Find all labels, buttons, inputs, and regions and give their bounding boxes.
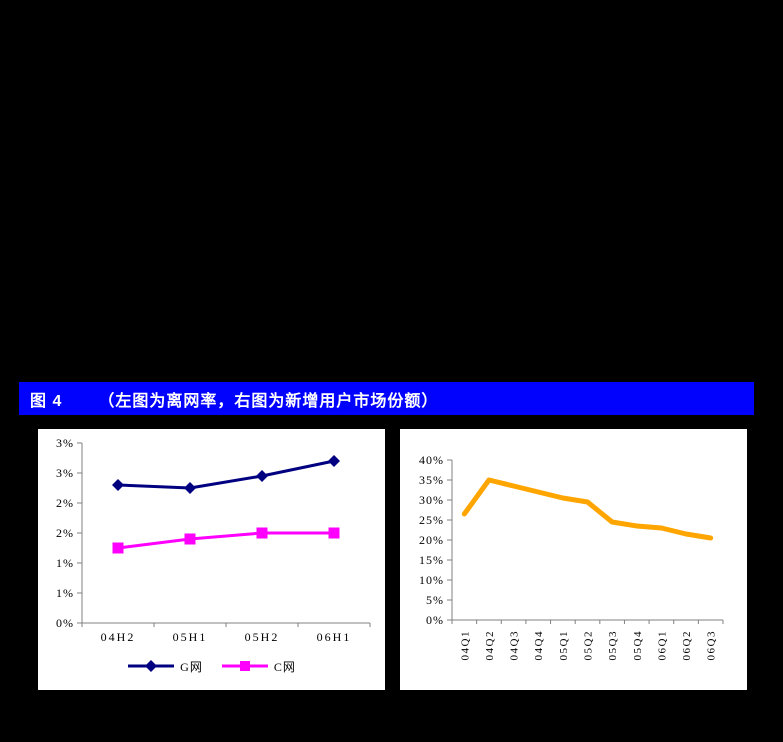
- x-category-label: 05Q2: [583, 630, 595, 660]
- y-tick-label: 15%: [419, 553, 444, 567]
- right-chart-panel: 0% 5% 10% 15% 20% 25% 30% 35% 40% 04Q1 04Q2 04Q3 04Q…: [400, 429, 747, 690]
- x-category-label: 06Q3: [706, 630, 718, 660]
- square-marker: [112, 542, 124, 554]
- x-category-label: 04Q1: [459, 630, 471, 660]
- figure-title: （左图为离网率，右图为新增用户市场份额）: [98, 392, 439, 410]
- x-category-label: 06Q1: [656, 630, 668, 660]
- y-tick-label: 0%: [426, 613, 444, 627]
- new-subscriber-share-line-chart: 0% 5% 10% 15% 20% 25% 30% 35% 40% 04Q1 04Q2 04Q3 04Q…: [419, 453, 724, 660]
- series-line-新增用户市场份额: [461, 477, 714, 541]
- y-tick-label: 3%: [56, 436, 74, 450]
- diamond-marker: [184, 482, 196, 494]
- x-category-label: 04Q3: [509, 630, 521, 660]
- series-line-G网: [116, 459, 336, 490]
- x-category-label: 06Q2: [681, 630, 693, 660]
- square-marker: [328, 527, 340, 539]
- x-category-label: 04Q2: [484, 630, 496, 660]
- x-category-label: 04H2: [101, 630, 136, 644]
- series-line-C网: [116, 531, 336, 550]
- x-category-label: 05Q4: [632, 630, 644, 660]
- left-chart-legend: G网 C网: [38, 654, 385, 678]
- y-tick-label: 5%: [426, 593, 444, 607]
- legend-label: G网: [180, 659, 203, 674]
- legend-item-C网: C网: [221, 658, 296, 675]
- x-category-label: 05Q3: [607, 630, 619, 660]
- y-tick-label: 25%: [419, 513, 444, 527]
- x-category-label: 06H1: [317, 630, 352, 644]
- diamond-marker: [328, 455, 340, 467]
- diamond-marker: [112, 479, 124, 491]
- y-tick-label: 20%: [419, 533, 444, 547]
- square-marker: [256, 527, 268, 539]
- legend-label: C网: [273, 659, 296, 674]
- diamond-marker: [256, 470, 268, 482]
- legend-marker-icon: [221, 661, 268, 671]
- x-category-label: 04Q4: [533, 630, 545, 660]
- churn-rate-line-chart: 0% 1% 1% 2% 2% 3% 3% 04H2 05H1 05H2 06H1: [56, 436, 371, 644]
- y-tick-label: 0%: [56, 616, 74, 630]
- left-chart-panel: 0% 1% 1% 2% 2% 3% 3% 04H2 05H1 05H2 06H1 G网 C网: [38, 429, 385, 690]
- x-category-label: 05Q1: [558, 630, 570, 660]
- y-tick-label: 30%: [419, 493, 444, 507]
- y-tick-label: 2%: [56, 526, 74, 540]
- y-tick-label: 2%: [56, 496, 74, 510]
- legend-marker-icon: [128, 660, 175, 672]
- figure-caption-bar: 图 4 （左图为离网率，右图为新增用户市场份额）: [19, 382, 754, 415]
- square-marker: [184, 533, 196, 545]
- y-tick-label: 3%: [56, 466, 74, 480]
- y-tick-label: 35%: [419, 473, 444, 487]
- y-tick-label: 10%: [419, 573, 444, 587]
- y-tick-label: 1%: [56, 586, 74, 600]
- legend-item-G网: G网: [127, 658, 203, 675]
- x-category-label: 05H1: [173, 630, 208, 644]
- y-tick-label: 1%: [56, 556, 74, 570]
- figure-number: 图 4: [30, 392, 63, 410]
- y-tick-label: 40%: [419, 453, 444, 467]
- x-category-label: 05H2: [245, 630, 280, 644]
